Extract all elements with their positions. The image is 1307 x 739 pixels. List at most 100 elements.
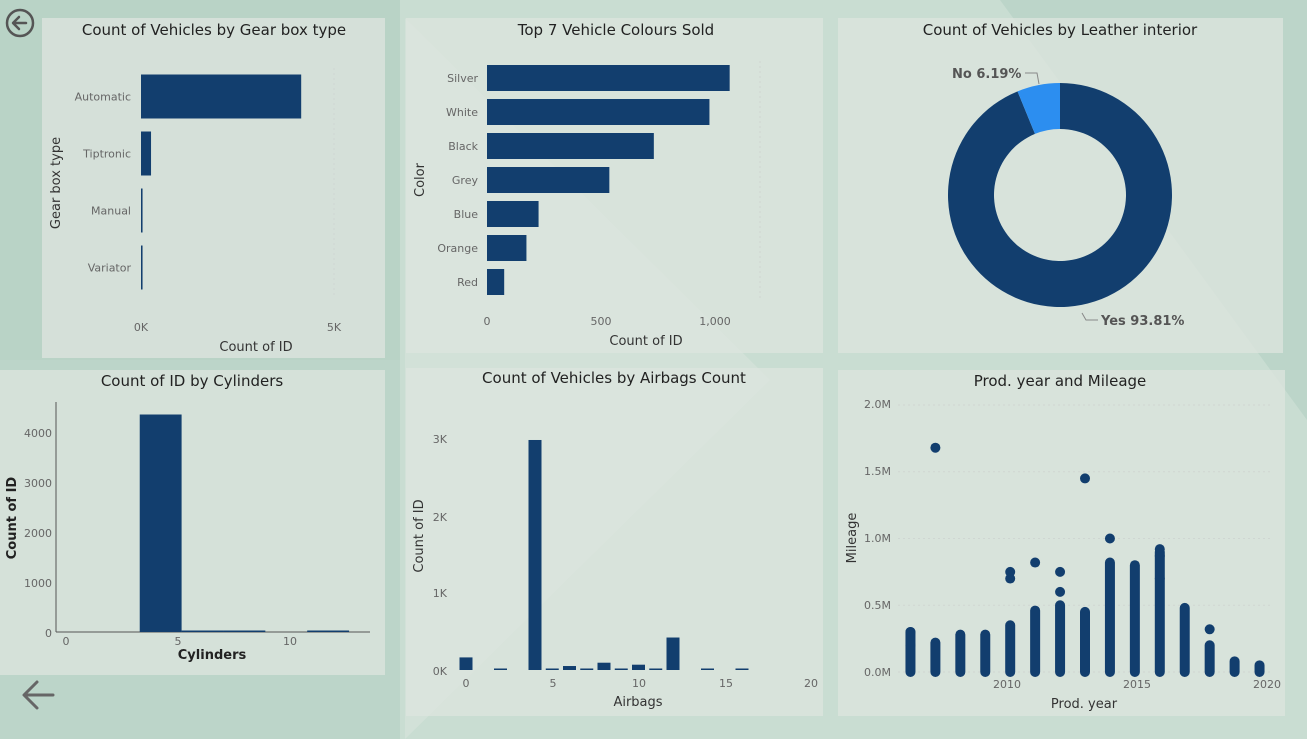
data-point bbox=[1055, 566, 1066, 577]
chart-title: Top 7 Vehicle Colours Sold bbox=[517, 21, 714, 39]
x-tick-label: 0 bbox=[484, 315, 491, 328]
leather-chart-panel[interactable]: Count of Vehicles by Leather interior Ye… bbox=[838, 18, 1283, 353]
bar bbox=[141, 245, 143, 290]
arrow-left-icon bbox=[22, 680, 55, 710]
airbags-chart-panel[interactable]: Count of Vehicles by Airbags Count Airba… bbox=[406, 368, 823, 716]
data-point bbox=[1204, 624, 1215, 635]
bar bbox=[580, 668, 594, 670]
x-tick-label: 5K bbox=[327, 321, 342, 334]
colours-chart: Top 7 Vehicle Colours Sold Count of ID C… bbox=[413, 21, 761, 349]
data-point bbox=[1005, 573, 1016, 584]
data-point bbox=[1080, 473, 1090, 484]
x-tick-label: 0 bbox=[63, 635, 70, 648]
y-tick-label: 2000 bbox=[24, 527, 52, 540]
category-label: Orange bbox=[437, 242, 478, 255]
bar bbox=[494, 668, 507, 670]
bar bbox=[487, 133, 654, 159]
y-tick-label: 0.5M bbox=[864, 599, 891, 612]
bar bbox=[632, 664, 645, 670]
bar bbox=[139, 414, 182, 632]
bar bbox=[141, 74, 302, 119]
bar bbox=[181, 630, 224, 632]
colours-chart-panel[interactable]: Top 7 Vehicle Colours Sold Count of ID C… bbox=[406, 18, 823, 353]
chart-title: Prod. year and Mileage bbox=[974, 372, 1147, 390]
data-point bbox=[1154, 573, 1165, 584]
prodyear-chart-panel[interactable]: Prod. year and Mileage Prod. year Mileag… bbox=[838, 370, 1285, 716]
category-label: Red bbox=[457, 276, 478, 289]
category-label: Blue bbox=[454, 208, 479, 221]
back-button-bottom[interactable] bbox=[20, 678, 56, 712]
bar bbox=[649, 668, 663, 670]
data-point bbox=[1154, 550, 1165, 561]
x-tick-label: 2020 bbox=[1253, 678, 1281, 691]
x-tick-label: 15 bbox=[719, 677, 733, 690]
bar bbox=[614, 668, 628, 670]
bar bbox=[487, 167, 610, 193]
back-button-top[interactable] bbox=[4, 7, 36, 39]
x-axis-label: Count of ID bbox=[609, 334, 682, 349]
bar bbox=[487, 269, 505, 295]
chart-title: Count of Vehicles by Airbags Count bbox=[482, 369, 746, 387]
data-point bbox=[1104, 533, 1115, 544]
chart-title: Count of ID by Cylinders bbox=[101, 372, 284, 390]
y-tick-label: 0.0M bbox=[864, 666, 891, 679]
y-axis-label: Count of ID bbox=[5, 477, 20, 560]
slice-label-no: No 6.19% bbox=[952, 67, 1021, 82]
prodyear-chart: Prod. year and Mileage Prod. year Mileag… bbox=[845, 372, 1281, 712]
y-axis-label: Mileage bbox=[845, 513, 860, 564]
bar bbox=[307, 630, 350, 632]
y-tick-label: 1.0M bbox=[864, 532, 891, 545]
x-tick-label: 0 bbox=[463, 677, 470, 690]
category-label: Variator bbox=[88, 262, 132, 275]
category-label: Black bbox=[448, 140, 478, 153]
bar bbox=[141, 188, 143, 233]
x-tick-label: 2015 bbox=[1123, 678, 1151, 691]
cylinders-chart-panel[interactable]: Count of ID by Cylinders Cylinders Count… bbox=[0, 370, 385, 675]
cylinders-chart: Count of ID by Cylinders Cylinders Count… bbox=[5, 372, 370, 663]
y-tick-label: 0 bbox=[45, 627, 52, 640]
y-tick-label: 0K bbox=[433, 665, 448, 678]
y-tick-label: 1K bbox=[433, 587, 448, 600]
x-tick-label: 10 bbox=[632, 677, 646, 690]
bar bbox=[459, 657, 473, 670]
x-tick-label: 5 bbox=[550, 677, 557, 690]
chart-title: Count of Vehicles by Gear box type bbox=[82, 21, 346, 39]
y-tick-label: 2.0M bbox=[864, 398, 891, 411]
gearbox-chart-panel[interactable]: Count of Vehicles by Gear box type Count… bbox=[42, 18, 385, 358]
y-axis-label: Count of ID bbox=[412, 499, 427, 572]
category-label: Tiptronic bbox=[82, 148, 131, 161]
x-tick-label: 20 bbox=[804, 677, 818, 690]
x-tick-label: 5 bbox=[175, 635, 182, 648]
y-tick-label: 3K bbox=[433, 433, 448, 446]
gearbox-chart: Count of Vehicles by Gear box type Count… bbox=[49, 21, 346, 355]
y-tick-label: 1.5M bbox=[864, 465, 891, 478]
bar bbox=[487, 201, 539, 227]
category-label: White bbox=[446, 106, 478, 119]
data-point bbox=[1055, 586, 1066, 597]
category-label: Silver bbox=[447, 72, 478, 85]
bar bbox=[487, 65, 730, 91]
bar bbox=[666, 637, 680, 670]
data-point bbox=[905, 640, 916, 651]
airbags-chart: Count of Vehicles by Airbags Count Airba… bbox=[412, 369, 818, 710]
y-tick-label: 4000 bbox=[24, 427, 52, 440]
bar bbox=[141, 131, 152, 176]
data-point bbox=[1030, 557, 1041, 568]
bar bbox=[563, 666, 576, 670]
x-tick-label: 2010 bbox=[993, 678, 1021, 691]
slice-label-yes: Yes 93.81% bbox=[1100, 314, 1184, 329]
bar bbox=[545, 668, 559, 670]
data-point bbox=[930, 442, 941, 453]
bar bbox=[487, 235, 527, 261]
x-axis-label: Airbags bbox=[613, 695, 662, 710]
donut-slice-no bbox=[1017, 83, 1060, 134]
circle-arrow-left-icon bbox=[5, 8, 35, 38]
y-tick-label: 3000 bbox=[24, 477, 52, 490]
y-tick-label: 1000 bbox=[24, 577, 52, 590]
bar bbox=[528, 439, 542, 670]
x-axis-label: Cylinders bbox=[178, 648, 247, 663]
category-label: Manual bbox=[91, 205, 131, 218]
bar bbox=[487, 99, 710, 125]
x-tick-label: 10 bbox=[283, 635, 297, 648]
bar bbox=[701, 668, 714, 670]
